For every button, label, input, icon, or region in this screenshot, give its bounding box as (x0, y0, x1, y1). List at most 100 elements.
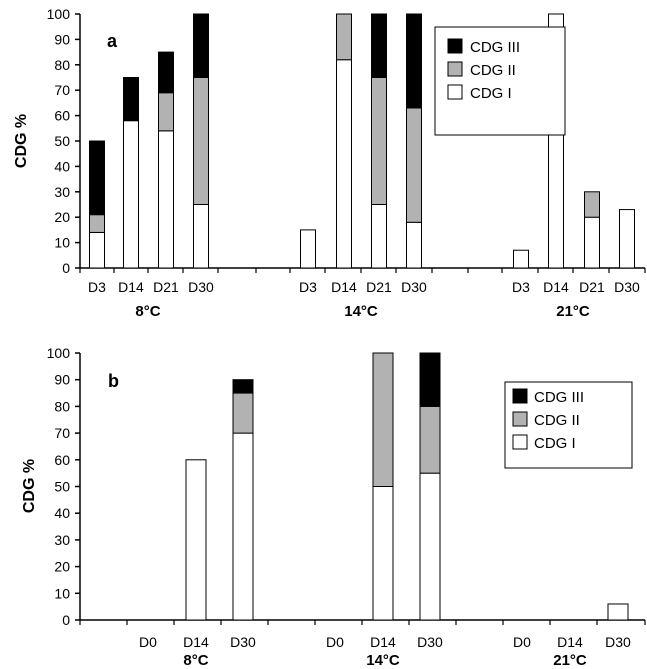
y-tick-label: 60 (54, 108, 70, 124)
legend-label: CDG III (534, 389, 584, 406)
x-tick-label: D0 (513, 634, 531, 650)
x-tick-label: D30 (401, 279, 427, 295)
legend-swatch (512, 434, 528, 450)
y-tick-label: 70 (54, 82, 70, 98)
bar-segment (232, 432, 254, 621)
legend-label: CDG II (470, 62, 516, 79)
legend-swatch (447, 84, 463, 100)
bar-segment (406, 221, 422, 269)
y-tick-label: 20 (54, 209, 70, 225)
bar-segment (406, 13, 422, 109)
y-tick-label: 0 (62, 612, 70, 628)
x-tick-label: D0 (139, 634, 157, 650)
x-tick-label: D30 (614, 279, 640, 295)
y-tick-label: 40 (54, 505, 70, 521)
bar-segment (193, 13, 209, 78)
y-tick-label: 100 (47, 345, 71, 361)
x-tick-label: D30 (417, 634, 443, 650)
x-tick-label: D14 (557, 634, 583, 650)
y-tick-label: 90 (54, 372, 70, 388)
legend-swatch (447, 61, 463, 77)
bar-segment (158, 92, 174, 132)
bar-segment (619, 209, 635, 269)
y-tick-label: 80 (54, 57, 70, 73)
bar-segment (371, 204, 387, 269)
bar-segment (185, 459, 207, 621)
bar-segment (584, 191, 600, 218)
group-label: 8°C (135, 303, 160, 320)
y-tick-label: 50 (54, 479, 70, 495)
x-tick-label: D3 (88, 279, 106, 295)
bar-segment (607, 603, 629, 621)
bar-segment (419, 352, 441, 407)
y-tick-label: 40 (54, 158, 70, 174)
panel-label: b (108, 371, 119, 391)
x-tick-label: D14 (183, 634, 209, 650)
bar-segment (193, 77, 209, 205)
y-tick-label: 10 (54, 235, 70, 251)
y-tick-label: 100 (47, 6, 71, 22)
bar-segment (300, 229, 316, 269)
x-tick-label: D14 (543, 279, 569, 295)
x-tick-label: D21 (579, 279, 605, 295)
bar-segment (89, 214, 105, 233)
legend-swatch (512, 411, 528, 427)
bar-segment (123, 120, 139, 269)
x-tick-label: D0 (326, 634, 344, 650)
bar-segment (372, 486, 394, 621)
chart-b: 0 10 20 30 40 50 60 70 80 90 100 D0 D14 D30 D0 D14 D30 D0… (21, 345, 646, 669)
bar-segment (158, 130, 174, 269)
bar-segment (232, 392, 254, 434)
bar-segment (336, 59, 352, 269)
legend-label: CDG I (534, 435, 576, 452)
legend-label: CDG I (470, 85, 512, 102)
legend-label: CDG III (470, 39, 520, 56)
legend-label: CDG II (534, 412, 580, 429)
x-tick-label: D30 (605, 634, 631, 650)
bar-segment (371, 13, 387, 78)
bar-segment (513, 249, 529, 269)
bar-segment (372, 352, 394, 487)
x-tick-label: D30 (188, 279, 214, 295)
bar-segment (336, 13, 352, 61)
y-axis-label: CDG % (21, 459, 38, 513)
y-tick-label: 50 (54, 133, 70, 149)
x-tick-label: D30 (230, 634, 256, 650)
group-label: 8°C (183, 652, 208, 669)
panel-label: a (107, 31, 118, 51)
x-tick-label: D14 (370, 634, 396, 650)
bar-segment (419, 472, 441, 621)
bar-segment (584, 216, 600, 269)
bar-segment (193, 204, 209, 269)
y-tick-label: 10 (54, 585, 70, 601)
bar-segment (371, 77, 387, 205)
y-tick-label: 80 (54, 398, 70, 414)
bar-segment (123, 77, 139, 122)
y-tick-label: 60 (54, 452, 70, 468)
x-tick-label: D21 (366, 279, 392, 295)
chart-a: 0 10 20 30 40 50 60 70 80 90 100 D3 D14 D21 D30 D3 D14 D2… (13, 6, 646, 320)
legend-swatch (447, 38, 463, 54)
y-tick-label: 90 (54, 31, 70, 47)
group-label: 21°C (556, 303, 590, 320)
x-tick-label: D14 (118, 279, 144, 295)
bar-segment (89, 231, 105, 269)
y-axis-label: CDG % (13, 114, 30, 168)
group-label: 14°C (344, 303, 378, 320)
y-tick-label: 30 (54, 532, 70, 548)
x-tick-label: D3 (299, 279, 317, 295)
group-label: 14°C (366, 652, 400, 669)
x-tick-label: D14 (331, 279, 357, 295)
bar-segment (232, 379, 254, 394)
y-tick-label: 0 (62, 260, 70, 276)
x-tick-label: D21 (153, 279, 179, 295)
bar-segment (89, 140, 105, 216)
y-tick-label: 20 (54, 559, 70, 575)
bar-segment (419, 405, 441, 474)
y-tick-label: 30 (54, 184, 70, 200)
group-label: 21°C (553, 652, 587, 669)
y-tick-label: 70 (54, 425, 70, 441)
bar-segment (406, 107, 422, 223)
bar-segment (158, 51, 174, 94)
x-tick-label: D3 (512, 279, 530, 295)
